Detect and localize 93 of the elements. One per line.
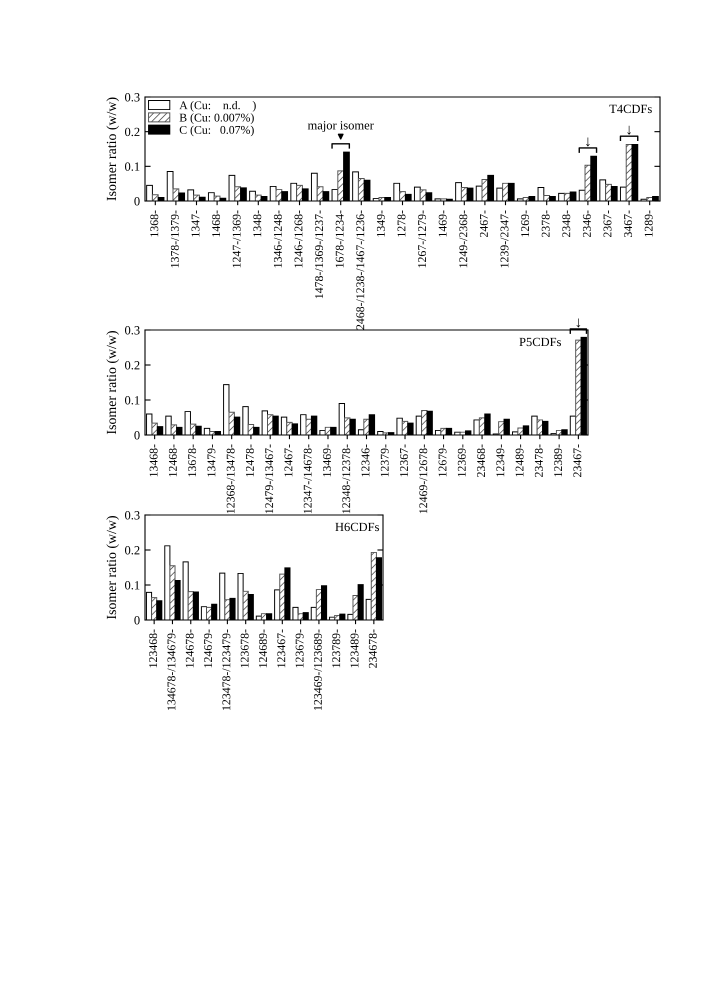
x-tick-label: 234678-	[368, 629, 377, 668]
bar	[193, 194, 200, 201]
x-tick-label: 12489-	[516, 444, 524, 476]
bar	[172, 188, 180, 201]
x-tick-label: 123467-	[277, 629, 286, 668]
x-tick-label: 12468-	[168, 444, 177, 476]
x-tick-label: 1348-	[253, 210, 262, 237]
x-tick-label: 12349-	[496, 444, 504, 476]
x-tick-label: 1239-/2347-	[500, 210, 508, 268]
x-tick-label: 1469-	[438, 210, 447, 237]
x-tick-label: 2468-/1238-/1467-/1236-	[356, 210, 364, 330]
x-tick-label: 12346-	[362, 444, 370, 476]
y-tick-label: 0.1	[124, 162, 140, 171]
x-tick-label: 23468-	[477, 444, 486, 477]
bar	[399, 191, 406, 201]
x-tick-label: 124689-	[258, 629, 267, 668]
annotation: H6CDFs	[335, 522, 379, 532]
annotation: T4CDFs	[609, 104, 652, 114]
x-tick-label: 1349-	[376, 210, 385, 237]
bar	[188, 591, 194, 620]
y-tick-label: 0.3	[124, 511, 140, 520]
x-tick-label: 123789-	[332, 629, 340, 668]
x-tick-label: 2348-	[562, 210, 570, 238]
x-tick-label: 134678-/134679-	[167, 629, 176, 710]
y-axis-title: Isomer ratio (w/w)	[106, 98, 119, 201]
y-axis-title: Isomer ratio (w/w)	[106, 331, 119, 434]
x-tick-label: 123489-	[350, 629, 358, 668]
x-tick-label: 12469-/12678-	[419, 444, 428, 514]
x-tick-label: 2378-	[542, 210, 550, 238]
x-tick-label: 12679-	[438, 444, 446, 476]
x-tick-label: 124678-	[186, 629, 194, 668]
bar	[316, 186, 324, 201]
x-tick-label: 124679-	[204, 629, 212, 668]
x-tick-label: 1678-/1234-	[336, 210, 344, 268]
x-tick-label: 1249-/2368-	[459, 210, 468, 268]
y-tick-label: 0.2	[124, 546, 140, 555]
x-tick-label: 13479-	[207, 444, 216, 476]
x-tick-label: 1247-/1369-	[232, 210, 241, 268]
y-tick-label: 0	[134, 431, 140, 440]
y-tick-label: 0	[134, 616, 140, 624]
x-tick-label: 123678-	[240, 629, 249, 668]
x-tick-label: 1289-	[644, 210, 653, 237]
x-tick-label: 23467-	[573, 444, 582, 477]
x-tick-label: 12367-	[400, 444, 408, 476]
x-tick-label: 12389-	[554, 444, 562, 476]
x-tick-label: 12348-/12378-	[342, 444, 350, 514]
x-tick-label: 1347-	[192, 210, 200, 237]
y-tick-label: 0.2	[124, 361, 140, 370]
x-tick-label: 1278-	[397, 210, 406, 237]
annotation: P5CDFs	[519, 338, 561, 346]
x-tick-label: 13468-	[150, 444, 158, 476]
x-tick-label: 123469-/123689-	[314, 629, 322, 710]
y-axis-title: Isomer ratio (w/w)	[106, 516, 119, 620]
y-tick-label: 0.2	[124, 128, 140, 136]
x-tick-label: 3467-	[624, 210, 632, 238]
x-tick-label: 123468-	[149, 629, 158, 668]
x-tick-label: 13469-	[323, 444, 331, 476]
legend-label: C (Cu: 0.07%)	[180, 126, 254, 136]
x-tick-label: 1246-/1268-	[294, 210, 302, 268]
annotation: ↓	[586, 138, 590, 147]
annotation: ↓	[576, 318, 580, 328]
x-tick-label: 1468-	[212, 210, 220, 237]
x-tick-label: 1478-/1369-/1237-	[315, 210, 324, 298]
x-tick-label: 1269-	[521, 210, 530, 237]
x-tick-label: 1267-/1279-	[418, 210, 426, 268]
annotation: major isomer	[308, 121, 374, 132]
x-tick-label: 12369-	[458, 444, 466, 476]
x-tick-label: 1368-	[150, 210, 158, 237]
x-tick-label: 12479-/13467-	[265, 444, 274, 514]
y-tick-label: 0	[134, 197, 140, 206]
x-tick-label: 12379-	[380, 444, 389, 476]
y-tick-label: 0.3	[124, 326, 140, 335]
x-tick-label: 1378-/1379-	[170, 210, 179, 268]
x-tick-label: 1346-/1248-	[274, 210, 282, 268]
x-tick-label: 2367-	[604, 210, 612, 238]
y-tick-label: 0.1	[124, 396, 140, 405]
y-tick-label: 0.3	[124, 93, 140, 102]
x-tick-label: 12478-	[246, 444, 254, 476]
x-tick-label: 2346-	[582, 210, 591, 238]
bar	[296, 184, 303, 201]
x-tick-label: 12368-/13478-	[226, 444, 235, 514]
x-tick-label: 2467-	[480, 210, 488, 238]
legend-label: A (Cu: n.d. )	[179, 100, 256, 112]
legend-label: B (Cu: 0.007%)	[180, 113, 254, 124]
annotation: ↓	[627, 126, 631, 135]
x-tick-label: 23478-	[534, 444, 543, 477]
x-tick-label: 13678-	[188, 444, 196, 476]
bar	[214, 196, 220, 201]
x-tick-label: 123679-	[296, 629, 304, 668]
x-tick-label: 123478-/123479-	[222, 629, 230, 710]
x-tick-label: 12347-/14678-	[304, 444, 312, 514]
x-tick-label: 12467-	[284, 444, 292, 476]
y-tick-label: 0.1	[124, 581, 140, 590]
